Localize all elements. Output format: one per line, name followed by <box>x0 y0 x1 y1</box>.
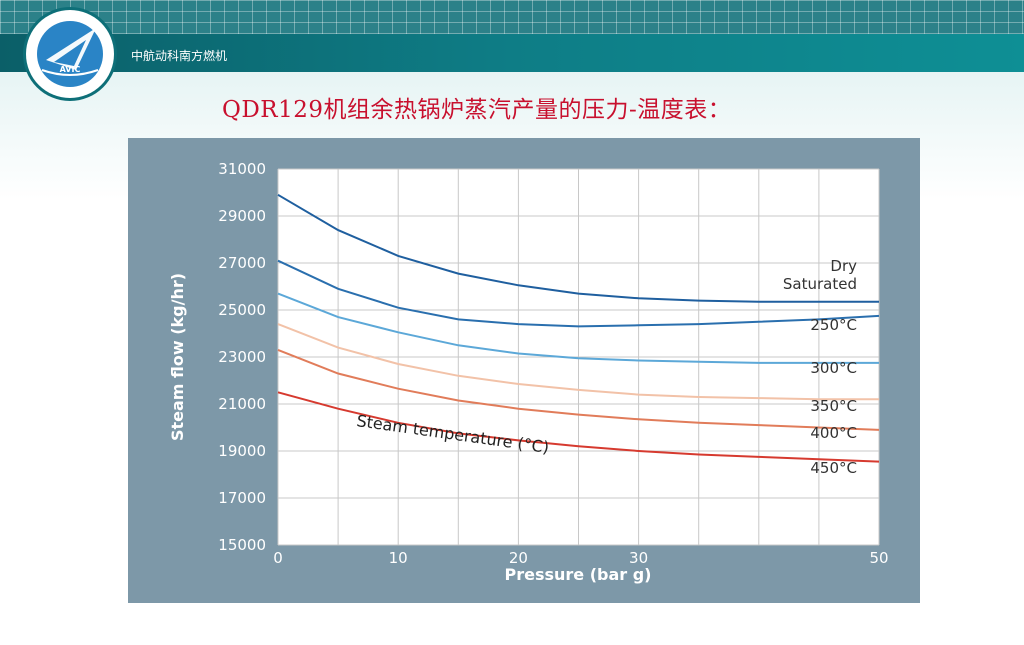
series-end-label: Saturated <box>783 275 857 293</box>
series-line <box>277 323 879 401</box>
series-line <box>277 348 880 431</box>
series-line <box>277 292 879 364</box>
y-tick-label: 15000 <box>218 536 266 554</box>
y-tick-label: 21000 <box>218 395 266 413</box>
y-tick-label: 17000 <box>218 489 266 507</box>
series-lines <box>277 193 880 463</box>
y-tick-label: 29000 <box>218 207 266 225</box>
x-tick-label: 30 <box>629 549 648 567</box>
avic-logo: AVIC <box>26 10 114 98</box>
logo-text: AVIC <box>59 65 81 74</box>
y-tick-label: 19000 <box>218 442 266 460</box>
y-axis-title: Steam flow (kg/hr) <box>168 273 187 441</box>
y-tick-label: 31000 <box>218 160 266 178</box>
y-tick-label: 25000 <box>218 301 266 319</box>
x-axis-title: Pressure (bar g) <box>504 565 651 584</box>
series-end-label: 450°C <box>810 459 857 477</box>
x-tick-label: 0 <box>273 549 283 567</box>
header-bar <box>0 34 1024 72</box>
y-tick-labels: 15000 17000 19000 21000 23000 25000 27000 29000… <box>218 160 266 554</box>
series-end-label: 300°C <box>810 359 857 377</box>
x-tick-label: 50 <box>869 549 888 567</box>
x-tick-label: 20 <box>509 549 528 567</box>
series-line <box>277 391 880 463</box>
series-line <box>277 259 880 328</box>
company-name: 中航动科南方燃机 <box>131 49 228 63</box>
page-title: QDR129机组余热锅炉蒸汽产量的压力-温度表： <box>222 97 732 123</box>
y-tick-label: 23000 <box>218 348 266 366</box>
y-tick-label: 27000 <box>218 254 266 272</box>
series-end-label: 350°C <box>810 397 857 415</box>
chart-panel: 0 10 20 30 50 15000 17000 19000 21000 23000 25000… <box>128 138 920 603</box>
grid-lines <box>277 168 880 546</box>
series-line <box>277 193 879 303</box>
series-end-label: Dry <box>830 257 857 275</box>
avic-logo-emblem <box>37 21 103 87</box>
header-grid-pattern <box>0 0 1024 34</box>
chart-svg: 0 10 20 30 50 15000 17000 19000 21000 23000 25000… <box>168 160 889 584</box>
x-tick-label: 10 <box>389 549 408 567</box>
series-end-label: 400°C <box>810 424 857 442</box>
series-end-label: 250°C <box>810 316 857 334</box>
x-tick-labels: 0 10 20 30 50 <box>273 549 888 567</box>
